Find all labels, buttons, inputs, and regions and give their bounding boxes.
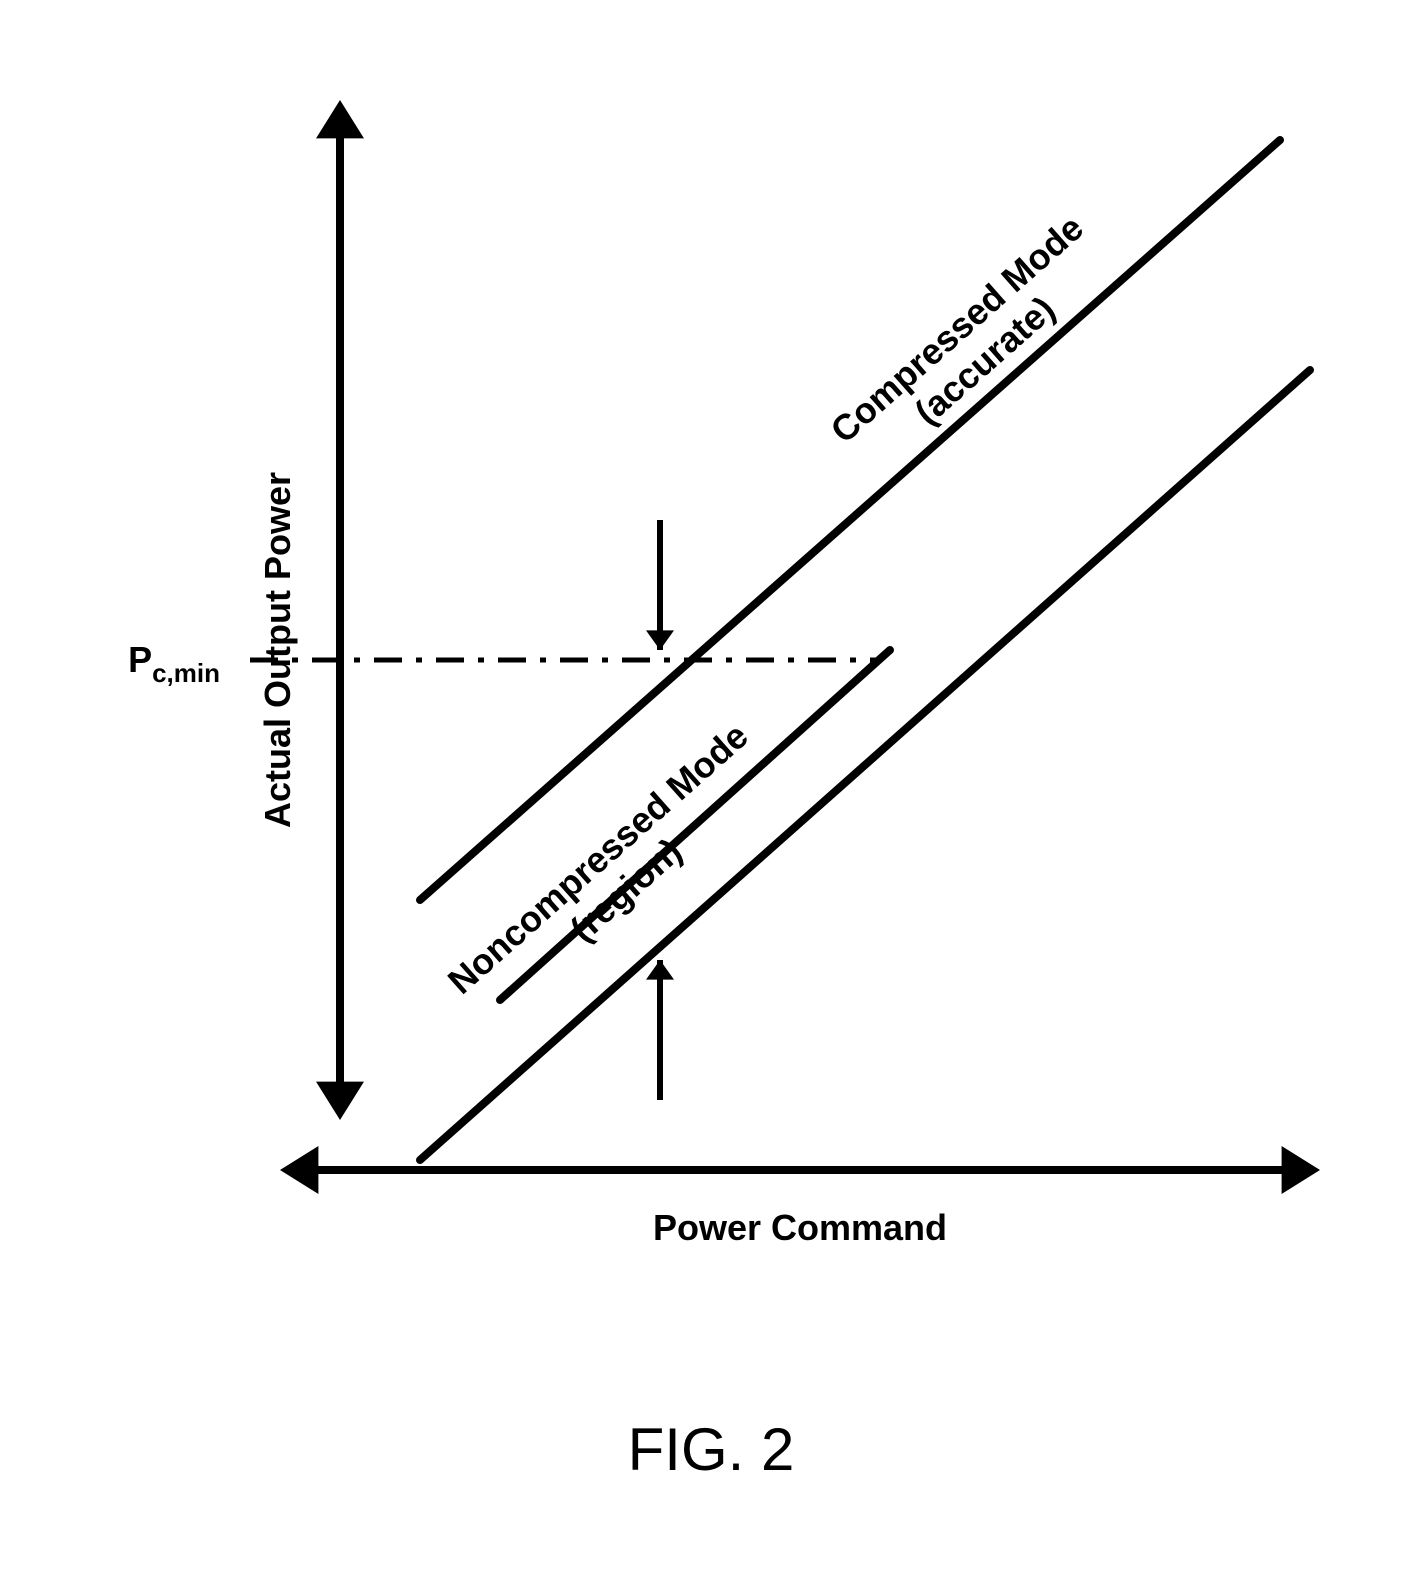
y-axis-arrow-top xyxy=(316,100,364,138)
svg-text:Noncompressed Mode: Noncompressed Mode xyxy=(440,715,756,1002)
middle-diagonal xyxy=(500,650,890,1000)
figure-caption: FIG. 2 xyxy=(628,1416,795,1483)
compressed-mode-label: Compressed Mode(accurate) xyxy=(823,207,1119,482)
upper-diagonal xyxy=(420,140,1280,900)
pcmin-label: Pc,min xyxy=(128,639,220,688)
x-axis-label: Power Command xyxy=(653,1207,947,1248)
x-axis-arrow-right xyxy=(1282,1146,1320,1194)
lower-diagonal xyxy=(420,370,1310,1160)
x-axis-arrow-left xyxy=(280,1146,318,1194)
y-axis-label: Actual Output Power xyxy=(257,472,298,828)
y-axis-arrow-bottom xyxy=(316,1082,364,1120)
indicator-arrow-up-head xyxy=(646,960,674,980)
indicator-arrow-down-head xyxy=(646,630,674,650)
